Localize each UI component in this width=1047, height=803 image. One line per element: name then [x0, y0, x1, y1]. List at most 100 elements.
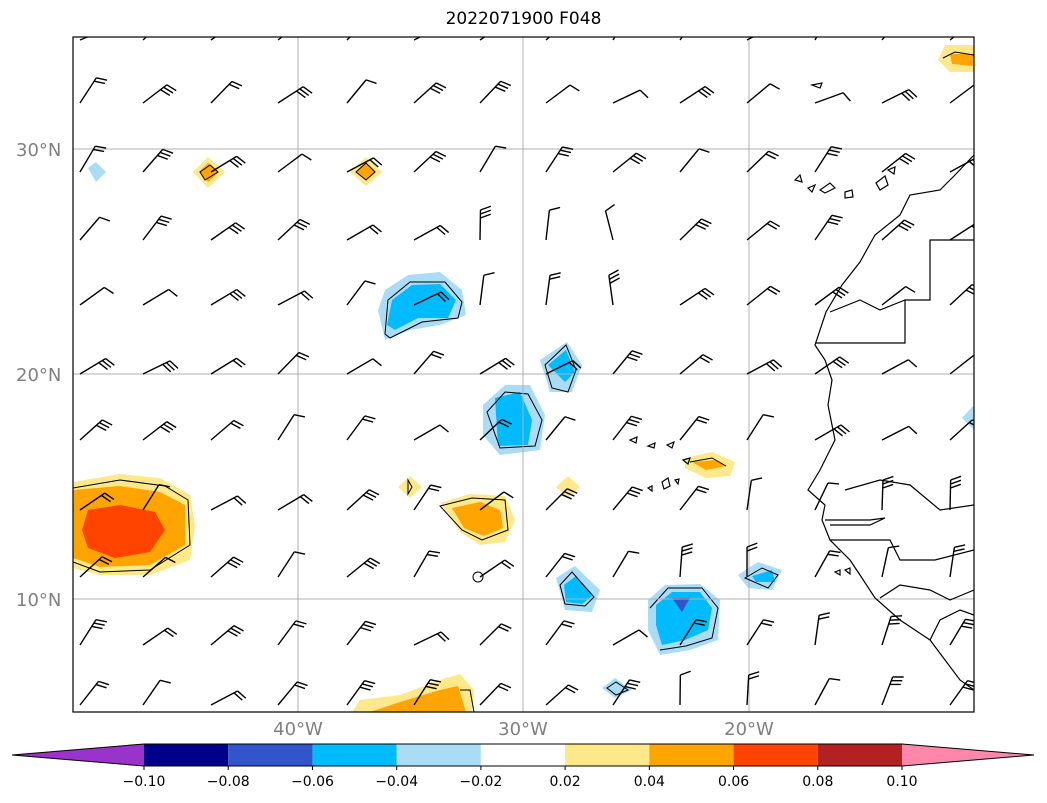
- wind-barb: [346, 157, 374, 173]
- wind-barb: [612, 679, 631, 706]
- wind-barb-feather: [299, 88, 310, 96]
- wind-barb-feather: [766, 288, 778, 295]
- wind-barb-feather: [159, 679, 171, 684]
- wind-barb: [612, 89, 641, 104]
- wind-barb-feather: [236, 357, 246, 366]
- country-border-7: [929, 609, 974, 641]
- wind-barb-feather: [968, 421, 974, 426]
- wind-barb-feather: [497, 685, 509, 692]
- wind-barb: [210, 690, 238, 706]
- wind-barb: [545, 416, 566, 441]
- wind-barb-feather: [304, 290, 314, 299]
- wind-barb-feather: [950, 475, 962, 481]
- wind-barb: [210, 222, 237, 241]
- wind-barb: [346, 415, 366, 441]
- wind-barb: [746, 619, 764, 646]
- wind-barb: [413, 350, 435, 375]
- wind-barb: [679, 85, 706, 104]
- wind-barb-feather: [962, 686, 974, 691]
- wind-barb-feather: [769, 361, 779, 370]
- wind-barb: [277, 153, 303, 173]
- wind-barb-feather: [976, 158, 984, 165]
- wind-barb-feather: [818, 616, 830, 620]
- wind-barb-feather: [436, 293, 446, 302]
- colorbar-bin-1: [144, 744, 229, 766]
- wind-barb-feather: [295, 620, 307, 625]
- negative-patch-g-core: [752, 570, 775, 582]
- contour-lines: [199, 51, 974, 712]
- wind-barb-feather: [632, 486, 643, 492]
- wind-barb: [949, 618, 967, 646]
- wind-barb-feather: [429, 679, 442, 683]
- wind-barb-feather: [901, 92, 911, 102]
- wind-barb: [210, 155, 237, 173]
- wind-barb-feather: [363, 562, 374, 570]
- wind-barb-feather: [101, 419, 113, 426]
- positive-patch-west-core: [82, 505, 165, 558]
- wind-barb-feather: [158, 483, 170, 488]
- colorbar-tick-label: −0.04: [375, 774, 418, 790]
- wind-barb-feather: [827, 482, 840, 485]
- wind-barb-feather: [498, 361, 508, 370]
- canary-islands: [793, 166, 896, 199]
- wind-barb: [814, 214, 833, 241]
- wind-barb: [746, 414, 764, 441]
- wind-barb-feather: [483, 272, 495, 276]
- wind-barb: [142, 360, 171, 375]
- wind-barb: [604, 210, 614, 241]
- wind-barb: [814, 424, 842, 441]
- positive-patch-cv-core: [692, 460, 726, 470]
- wind-barb: [545, 275, 551, 306]
- wind-barb: [210, 495, 238, 511]
- wind-barb-feather: [965, 618, 974, 622]
- wind-barb-feather: [360, 626, 372, 632]
- colorbar-tick-label: 0.06: [718, 774, 749, 790]
- wind-barb-feather: [236, 23, 245, 29]
- wind-barb-feather: [953, 548, 965, 552]
- wind-barb-feather: [973, 354, 974, 357]
- wind-barb: [210, 288, 238, 306]
- wind-barb-feather: [504, 559, 515, 567]
- wind-barb-feather: [701, 290, 712, 298]
- wind-barb-feather: [368, 489, 380, 496]
- wind-barb-feather: [162, 363, 172, 373]
- wind-barb-feather: [624, 685, 636, 690]
- wind-barb-feather: [502, 26, 511, 32]
- wind-barb-feather: [828, 149, 840, 154]
- wind-barb-feather: [888, 622, 900, 625]
- wind-barb: [679, 416, 700, 441]
- wind-barb: [949, 84, 974, 104]
- colorbar-bin-7: [649, 744, 734, 766]
- wind-barb: [210, 556, 234, 578]
- wind-barb-feather: [698, 415, 710, 421]
- colorbar-tick-label: −0.08: [207, 774, 250, 790]
- wind-barb-feather: [369, 226, 379, 235]
- wind-barb-feather: [158, 218, 170, 224]
- wind-barb-feather: [631, 415, 643, 421]
- wind-barb: [413, 291, 442, 306]
- wind-barb-feather: [840, 424, 850, 433]
- wind-barb-feather: [628, 418, 640, 424]
- wind-barb: [881, 425, 910, 441]
- wind-barbs: [79, 23, 984, 706]
- wind-barb: [479, 559, 506, 578]
- wind-barb-feather: [965, 289, 974, 295]
- wind-barb-feather: [503, 491, 514, 499]
- negative-patch-f-core: [656, 592, 712, 645]
- wind-barb: [679, 218, 702, 241]
- map-frame: [72, 36, 975, 713]
- wind-barb-feather: [372, 224, 382, 233]
- positive-patch-d: [556, 476, 580, 498]
- wind-barb: [79, 77, 97, 104]
- wind-barb: [413, 484, 432, 511]
- colorbar-bin-4: [396, 744, 481, 766]
- positive-patch-a-core: [199, 163, 219, 182]
- wind-barb-feather: [560, 149, 572, 154]
- wind-barb-feather: [293, 414, 306, 418]
- wind-barb-feather: [293, 224, 305, 231]
- colorbar-tick-label: 0.04: [634, 774, 665, 790]
- wind-barb-feather: [561, 493, 572, 500]
- wind-barb: [277, 351, 300, 375]
- contour-ring: [472, 571, 484, 583]
- wind-barb: [277, 86, 304, 104]
